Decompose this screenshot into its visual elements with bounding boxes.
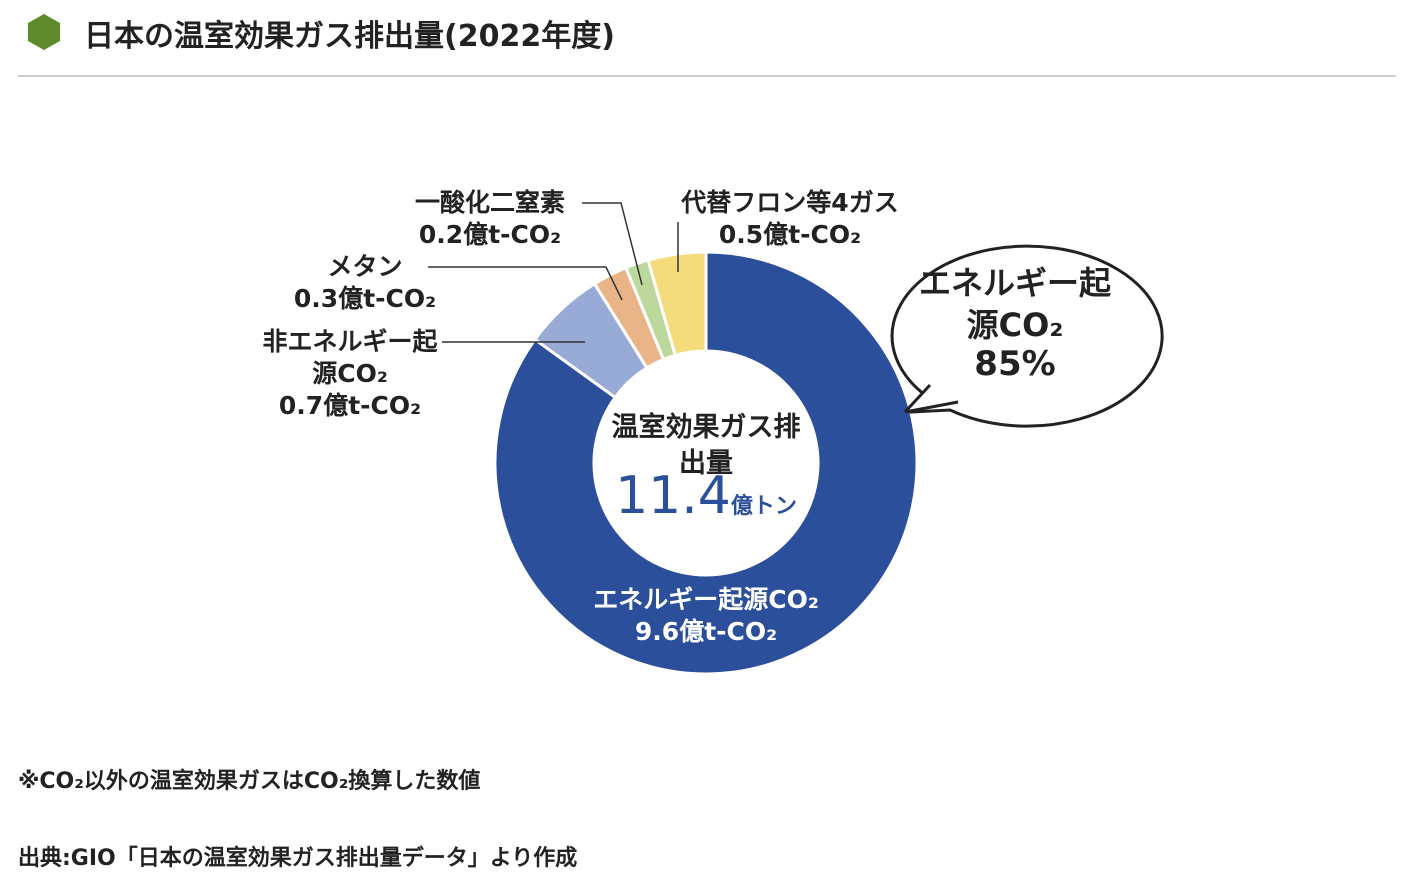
callout-bubble: [890, 244, 1164, 428]
donut-slice: [493, 250, 919, 676]
leader-lines: [428, 202, 679, 343]
slice-name: 代替フロン等4ガス: [681, 188, 899, 217]
title-icon: [28, 14, 60, 50]
callout-value: 85%: [974, 344, 1056, 384]
callout-text: エネルギー起源CO₂: [918, 264, 1111, 344]
slice-label: 代替フロン等4ガス 0.5億t-CO₂: [660, 187, 920, 251]
slice-value: 9.6億t-CO₂: [634, 617, 778, 646]
slice-label: 一酸化二窒素 0.2億t-CO₂: [390, 187, 590, 251]
note: 出典:GIO「日本の温室効果ガス排出量データ」より作成: [18, 846, 578, 871]
total-unit: 億トン: [730, 494, 797, 519]
slice-value: 0.3億t-CO₂: [293, 284, 437, 313]
slice-label: 非エネルギー起源CO₂ 0.7億t-CO₂: [260, 326, 440, 422]
leader-line: [582, 202, 643, 286]
note: ※CO₂以外の温室効果ガスはCO₂換算した数値: [18, 769, 481, 794]
slice-name: 一酸化二窒素: [414, 188, 565, 217]
slice-value: 0.5億t-CO₂: [718, 220, 862, 249]
center-total: 11.4億トン: [606, 470, 806, 540]
slice-label: エネルギー起源CO₂ 9.6億t-CO₂: [556, 584, 856, 648]
center-title: 温室効果ガス排出量: [611, 412, 801, 479]
slice-label: メタン 0.3億t-CO₂: [290, 251, 440, 315]
callout-tail: [905, 385, 958, 412]
slice-name: 非エネルギー起源CO₂: [262, 327, 438, 388]
slice-value: 0.7億t-CO₂: [278, 391, 422, 420]
total-value: 11.4: [615, 466, 731, 526]
donut-slice: [646, 250, 708, 358]
slice-name: メタン: [327, 252, 403, 281]
slice-value: 0.2億t-CO₂: [418, 220, 562, 249]
callout-tail-edge: [903, 383, 959, 414]
page-title: 日本の温室効果ガス排出量(2022年度): [84, 19, 615, 54]
leader-line: [428, 266, 623, 301]
slice-name: エネルギー起源CO₂: [593, 585, 819, 614]
